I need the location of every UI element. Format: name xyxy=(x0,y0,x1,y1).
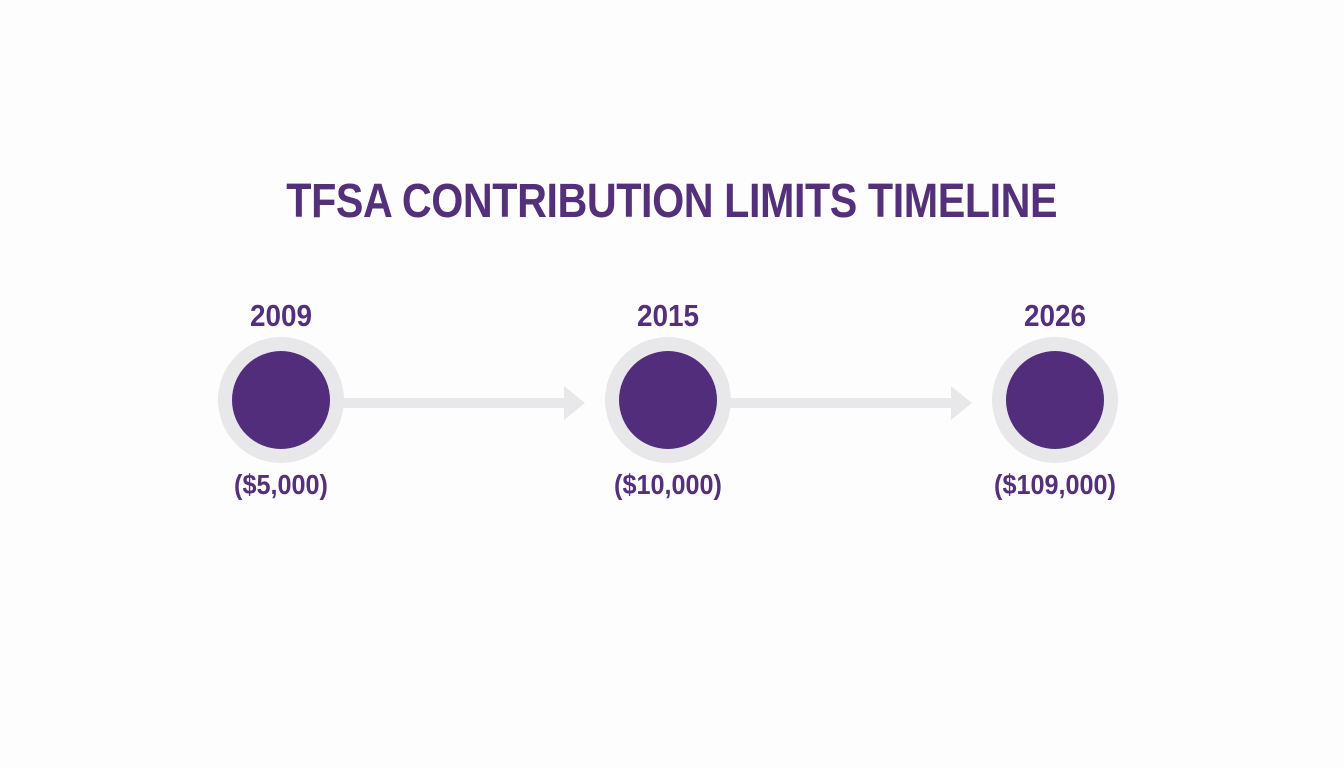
milestone-marker-ring xyxy=(218,337,344,463)
arrow-head xyxy=(951,386,972,420)
milestone-dot-icon xyxy=(1006,351,1104,449)
milestone-dot-icon xyxy=(619,351,717,449)
milestone-amount: ($109,000) xyxy=(994,469,1116,500)
arrow-shaft xyxy=(729,398,955,408)
page-title: TFSA CONTRIBUTION LIMITS TIMELINE xyxy=(286,175,1058,228)
milestone-year: 2015 xyxy=(636,298,700,333)
arrow-right-icon xyxy=(342,386,588,420)
milestone-dot-icon xyxy=(232,351,330,449)
milestone-year: 2009 xyxy=(249,298,313,333)
milestone-marker-ring xyxy=(605,337,731,463)
milestone-marker-ring xyxy=(992,337,1118,463)
arrow-head xyxy=(564,386,585,420)
milestone-amount: ($10,000) xyxy=(614,469,722,500)
milestone-amount: ($5,000) xyxy=(234,469,328,500)
timeline-milestone: 2026 ($109,000) xyxy=(955,298,1155,518)
arrow-right-icon xyxy=(729,386,975,420)
timeline-milestone: 2009 ($5,000) xyxy=(181,298,381,518)
timeline-milestone: 2015 ($10,000) xyxy=(568,298,768,518)
milestone-year: 2026 xyxy=(1023,298,1087,333)
arrow-shaft xyxy=(342,398,568,408)
